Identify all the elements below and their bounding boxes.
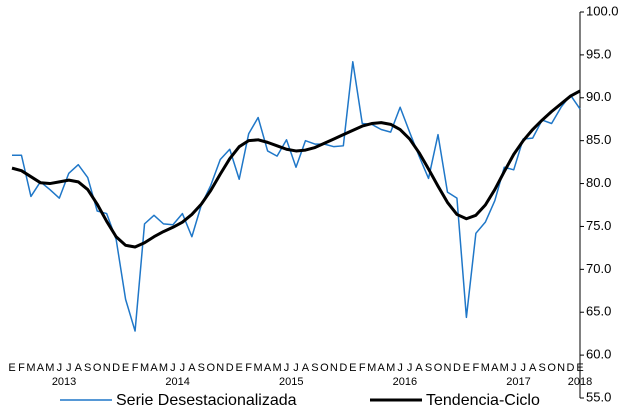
x-tick-label: M (45, 362, 54, 374)
y-tick-label: 85.0 (586, 132, 611, 147)
x-tick-label: F (18, 362, 25, 374)
x-tick-label: O (434, 362, 443, 374)
y-tick-label: 55.0 (586, 389, 611, 404)
x-tick-label: A (75, 362, 83, 374)
x-tick-label: O (547, 362, 556, 374)
x-tick-label: O (320, 362, 329, 374)
x-tick-label: J (284, 362, 290, 374)
x-tick-label: O (207, 362, 216, 374)
year-label: 2017 (506, 376, 530, 388)
x-tick-label: M (367, 362, 376, 374)
x-tick-label: J (170, 362, 176, 374)
y-tick-label: 90.0 (586, 89, 611, 104)
x-tick-label: A (150, 362, 158, 374)
x-tick-label: J (66, 362, 72, 374)
x-tick-label: E (122, 362, 129, 374)
x-tick-label: F (472, 362, 479, 374)
x-tick-label: S (538, 362, 545, 374)
legend-label: Tendencia-Ciclo (426, 392, 540, 409)
x-tick-label: M (26, 362, 35, 374)
year-label: 2014 (165, 376, 189, 388)
series-line (11, 89, 581, 249)
y-tick-label: 65.0 (586, 304, 611, 319)
x-tick-label: E (463, 362, 470, 374)
x-tick-label: A (264, 362, 272, 374)
x-tick-label: J (397, 362, 403, 374)
x-tick-label: A (302, 362, 310, 374)
x-tick-label: E (576, 362, 583, 374)
x-tick-label: D (112, 362, 120, 374)
x-tick-label: J (293, 362, 299, 374)
x-tick-label: S (425, 362, 432, 374)
y-tick-label: 80.0 (586, 175, 611, 190)
x-tick-label: F (132, 362, 139, 374)
x-tick-label: S (198, 362, 205, 374)
x-tick-label: A (415, 362, 423, 374)
x-tick-label: F (245, 362, 252, 374)
legend-label: Serie Desestacionalizada (116, 392, 297, 409)
x-tick-label: M (386, 362, 395, 374)
x-tick-label: J (520, 362, 526, 374)
x-tick-label: N (103, 362, 111, 374)
x-tick-label: A (188, 362, 196, 374)
x-tick-label: E (349, 362, 356, 374)
y-tick-label: 95.0 (586, 46, 611, 61)
x-tick-label: M (500, 362, 509, 374)
x-tick-label: E (8, 362, 15, 374)
x-tick-label: D (567, 362, 575, 374)
x-tick-label: A (37, 362, 45, 374)
x-tick-label: D (339, 362, 347, 374)
series-line (12, 61, 581, 332)
x-tick-label: J (407, 362, 413, 374)
x-tick-label: A (378, 362, 386, 374)
x-tick-label: M (140, 362, 149, 374)
x-tick-label: M (481, 362, 490, 374)
x-tick-label: N (557, 362, 565, 374)
x-tick-label: A (529, 362, 537, 374)
x-tick-label: E (236, 362, 243, 374)
x-tick-label: D (453, 362, 461, 374)
x-tick-label: M (254, 362, 263, 374)
x-tick-label: J (511, 362, 517, 374)
x-tick-label: S (311, 362, 318, 374)
x-tick-label: D (226, 362, 234, 374)
y-tick-label: 60.0 (586, 347, 611, 362)
y-tick-label: 75.0 (586, 218, 611, 233)
x-tick-label: J (180, 362, 186, 374)
x-tick-label: J (57, 362, 63, 374)
x-tick-label: S (84, 362, 91, 374)
y-tick-label: 100.0 (586, 3, 619, 18)
year-label: 2013 (52, 376, 76, 388)
year-label: 2016 (393, 376, 417, 388)
x-tick-label: N (330, 362, 338, 374)
x-tick-label: N (443, 362, 451, 374)
y-tick-label: 70.0 (586, 261, 611, 276)
x-tick-label: N (216, 362, 224, 374)
x-tick-label: O (93, 362, 102, 374)
x-tick-label: F (359, 362, 366, 374)
x-tick-label: M (272, 362, 281, 374)
x-tick-label: M (159, 362, 168, 374)
x-tick-label: A (491, 362, 499, 374)
year-label: 2015 (279, 376, 303, 388)
year-label: 2018 (568, 376, 592, 388)
